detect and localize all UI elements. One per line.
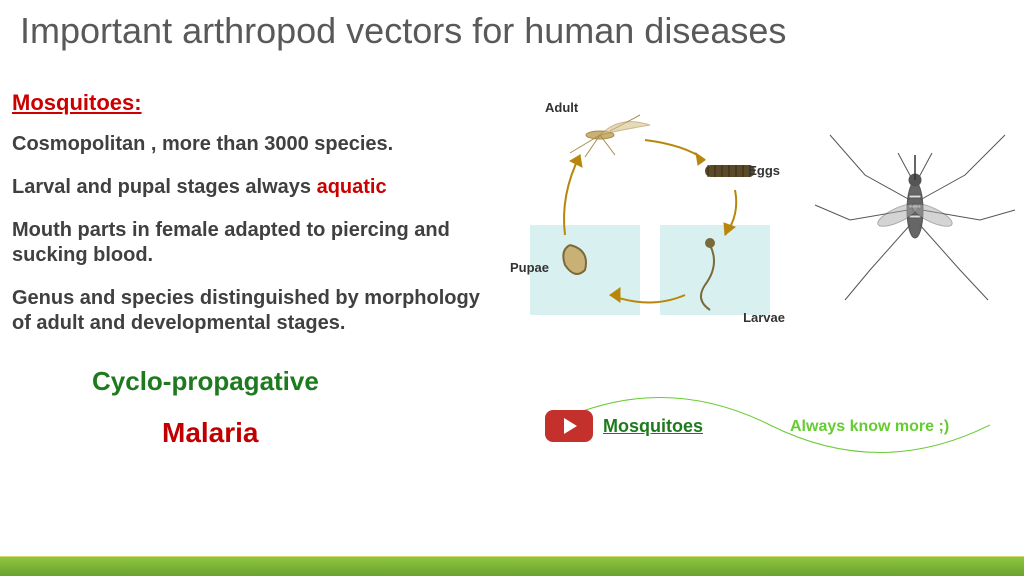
tagline: Always know more ;) <box>790 418 949 436</box>
bullet-1: Cosmopolitan , more than 3000 species. <box>12 132 492 157</box>
section-heading: Mosquitoes: <box>12 90 492 116</box>
emphasis-cyclo: Cyclo-propagative <box>92 366 492 397</box>
text-content: Mosquitoes: Cosmopolitan , more than 300… <box>12 90 492 449</box>
figures-area: Adult Eggs Larvae Pupae <box>510 95 1010 365</box>
footer-bar <box>0 556 1024 576</box>
slide-title: Important arthropod vectors for human di… <box>0 0 1024 52</box>
bullet-2: Larval and pupal stages always aquatic <box>12 175 492 200</box>
bullet-text: Mouth parts in female adapted to piercin… <box>12 219 450 266</box>
play-triangle-icon <box>564 418 577 434</box>
label-eggs: Eggs <box>748 163 780 178</box>
video-link-row[interactable]: Mosquitoes <box>545 410 703 442</box>
bullet-text: Cosmopolitan , more than 3000 species. <box>12 133 393 155</box>
emphasis-malaria: Malaria <box>162 417 492 449</box>
label-pupae: Pupae <box>510 260 549 275</box>
lifecycle-diagram: Adult Eggs Larvae Pupae <box>510 95 790 345</box>
bullet-4: Genus and species distinguished by morph… <box>12 286 492 336</box>
bullet-text: Larval and pupal stages always <box>12 176 317 198</box>
bullet-em: aquatic <box>317 176 387 198</box>
video-link-text[interactable]: Mosquitoes <box>603 416 703 437</box>
bullet-3: Mouth parts in female adapted to piercin… <box>12 218 492 268</box>
label-larvae: Larvae <box>743 310 785 325</box>
youtube-play-icon[interactable] <box>545 410 593 442</box>
mosquito-illustration <box>810 105 1020 305</box>
label-adult: Adult <box>545 100 578 115</box>
bullet-text: Genus and species distinguished by morph… <box>12 287 480 334</box>
